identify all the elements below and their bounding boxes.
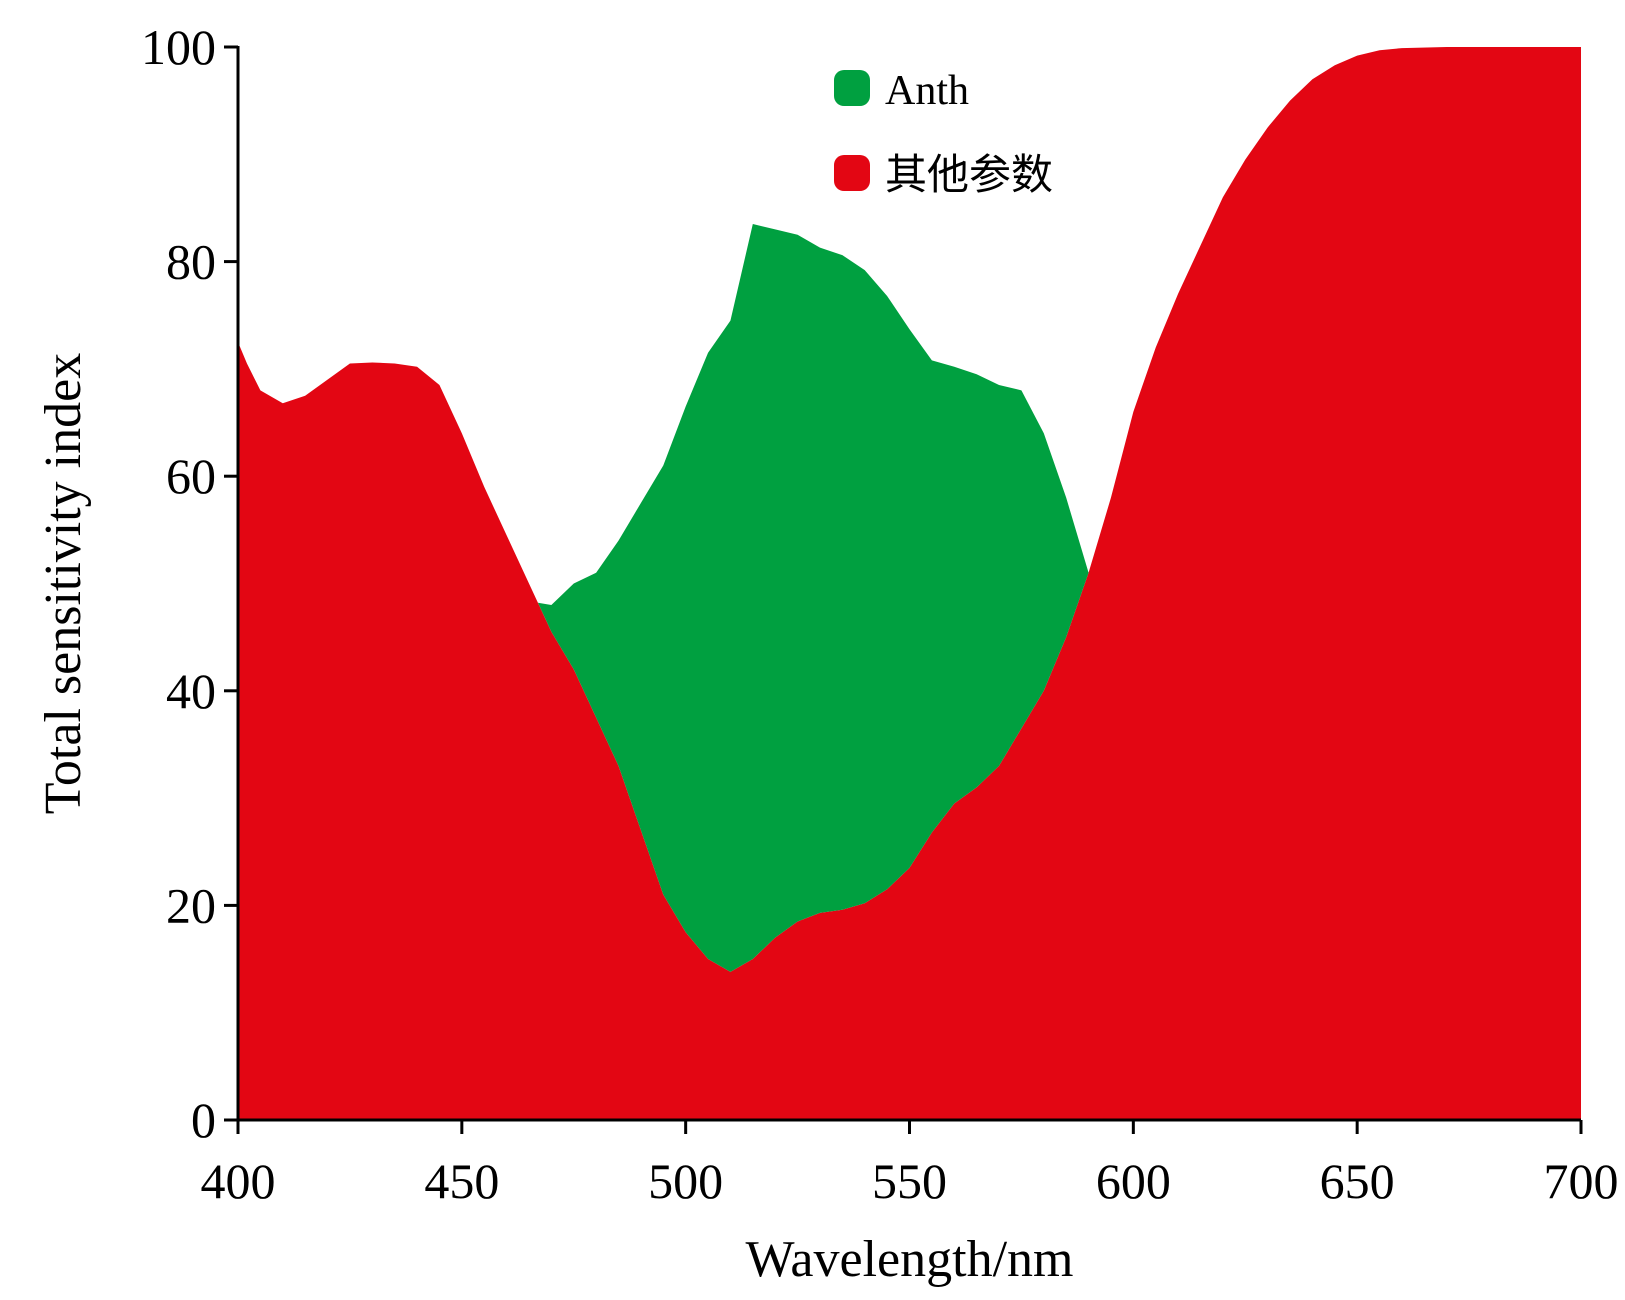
x-tick-label: 650: [1320, 1153, 1395, 1209]
legend-label-anth: Anth: [885, 68, 969, 114]
legend-label-other-parameters: 其他参数: [885, 150, 1053, 199]
legend-swatch-other-parameters: [834, 155, 870, 191]
x-tick-label: 600: [1096, 1153, 1171, 1209]
legend-swatch-anth: [834, 70, 870, 106]
y-tick-label: 0: [191, 1092, 216, 1148]
y-tick-label: 80: [166, 234, 216, 290]
y-ticks: 0 20 40 60 80 100: [141, 19, 238, 1148]
y-tick-label: 20: [166, 877, 216, 933]
y-tick-label: 100: [141, 19, 216, 75]
x-tick-label: 550: [872, 1153, 947, 1209]
area-anth: [537, 224, 1089, 972]
x-tick-label: 400: [201, 1153, 276, 1209]
area-other-parameters: [238, 47, 1581, 1120]
y-tick-label: 60: [166, 448, 216, 504]
y-axis-title: Total sensitivity index: [35, 353, 92, 814]
legend: Anth 其他参数: [834, 68, 1053, 199]
plot-area: [238, 47, 1581, 1120]
x-tick-label: 450: [424, 1153, 499, 1209]
x-ticks: 400 450 500 550 600 650 700: [201, 1120, 1619, 1209]
x-tick-label: 700: [1544, 1153, 1619, 1209]
x-tick-label: 500: [648, 1153, 723, 1209]
y-tick-label: 40: [166, 663, 216, 719]
x-axis-title: Wavelength/nm: [746, 1231, 1074, 1288]
